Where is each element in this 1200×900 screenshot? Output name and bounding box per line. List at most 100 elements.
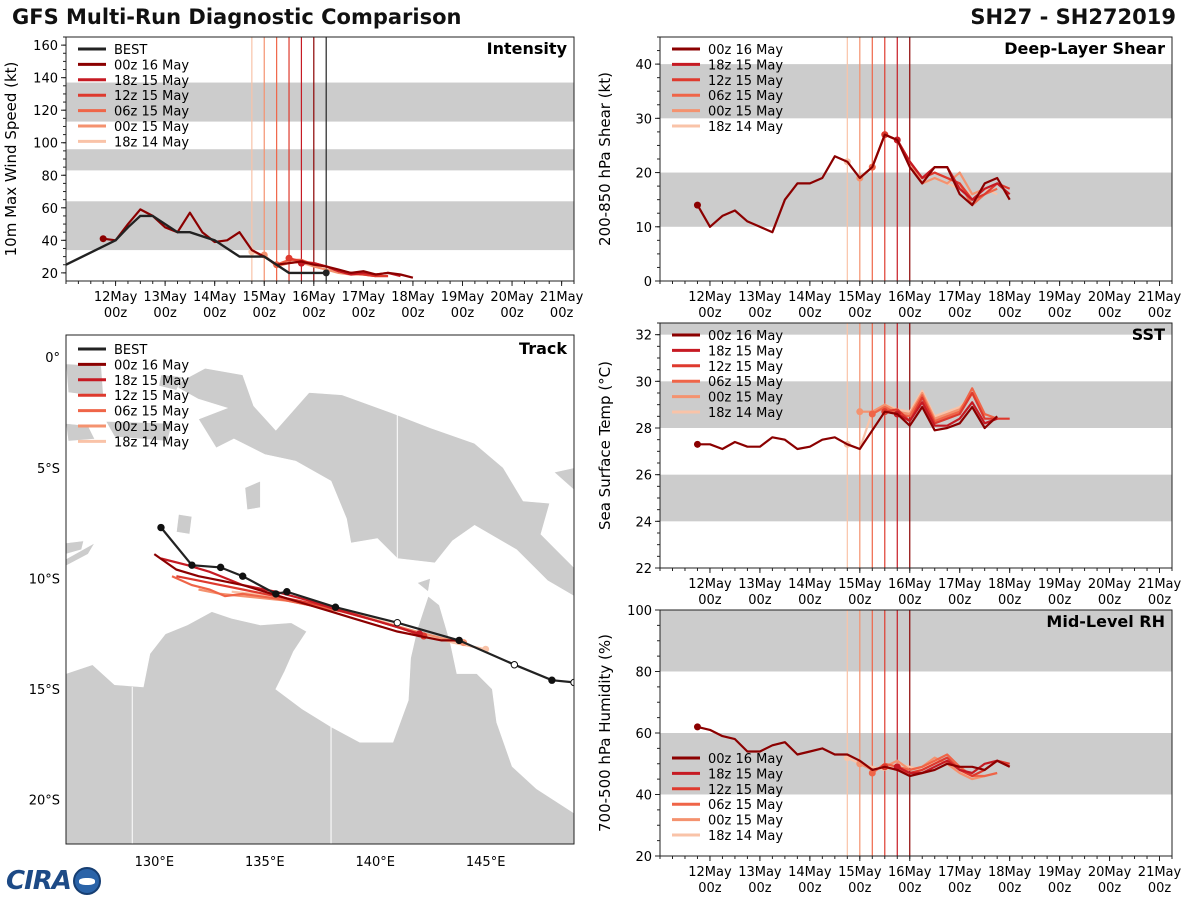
x-tick-label-hour: 00z (550, 306, 574, 321)
x-tick-label-hour: 00z (1148, 593, 1172, 608)
storm-id: SH27 - SH272019 (970, 5, 1176, 29)
x-tick-label-day: 18May (988, 577, 1032, 592)
best-track-point (331, 603, 340, 611)
best-track-point (510, 661, 519, 669)
band-1 (66, 149, 574, 171)
series-start-point (285, 254, 293, 262)
y-tick-label: 24 (635, 515, 652, 530)
y-tick-label: 10 (635, 221, 652, 236)
x-tick-label-day: 13May (738, 290, 782, 305)
x-tick-label-hour: 00z (203, 306, 227, 321)
legend-label: 00z 16 May (114, 358, 189, 373)
x-tick-label-day: 19May (1038, 290, 1082, 305)
series-group (693, 131, 1011, 234)
torres-islands-land (416, 577, 431, 593)
x-tick-label-day: 19May (1038, 865, 1082, 880)
legend-label: 06z 15 May (708, 375, 783, 390)
legend-label: BEST (114, 343, 147, 358)
legend-label: 00z 16 May (708, 329, 783, 344)
x-tick-label-hour: 00z (798, 593, 822, 608)
y-tick-label: 0 (644, 275, 652, 290)
x-tick-label-hour: 00z (1098, 593, 1122, 608)
series-line-18z-15-May (896, 139, 1011, 201)
x-tick-label-day: 20May (1088, 290, 1132, 305)
x-tick-label-day: 16May (292, 290, 336, 305)
y-tick-label: 100 (627, 604, 652, 619)
x-tick-label-hour: 00z (748, 306, 772, 321)
legend-label: 00z 15 May (708, 814, 783, 829)
best-track-point (216, 563, 225, 572)
series-start-point (693, 723, 701, 731)
series-start-point (868, 410, 876, 418)
x-tick-label-hour: 00z (1098, 881, 1122, 896)
x-tick-label-day: 12May (688, 577, 732, 592)
series-start-point (693, 440, 701, 448)
x-tick-label-day: 12May (688, 290, 732, 305)
x-tick-label-hour: 00z (748, 881, 772, 896)
legend-label: 06z 15 May (114, 105, 189, 120)
legend-label: 18z 15 May (708, 58, 783, 73)
x-tick-label-hour: 00z (848, 306, 872, 321)
series-line-00z-16-May (697, 725, 1011, 778)
x-tick-label-day: 14May (788, 290, 832, 305)
x-tick-label-day: 13May (738, 865, 782, 880)
series-group (66, 208, 414, 279)
seram-land (105, 420, 173, 442)
lat-tick-label: 20°S (29, 794, 60, 809)
y-axis-label: Sea Surface Temp (°C) (596, 361, 614, 530)
lat-tick-label: 0° (45, 351, 60, 366)
timor-land (66, 542, 96, 567)
best-track-line (160, 526, 574, 684)
y-tick-label: 140 (33, 72, 58, 87)
y-axis-label: 200-850 hPa Shear (kt) (596, 72, 614, 246)
x-tick-label-hour: 00z (698, 593, 722, 608)
y-tick-label: 80 (635, 666, 652, 681)
x-tick-label-hour: 00z (848, 881, 872, 896)
globe-icon (72, 867, 101, 895)
plot-frame (659, 322, 1173, 569)
y-tick-label: 20 (635, 167, 652, 182)
australia-land (66, 595, 574, 844)
figure-title: GFS Multi-Run Diagnostic Comparison (12, 5, 462, 29)
best-track-point (238, 572, 247, 580)
panel-rh: 2040608010012May00z13May00z14May00z15May… (596, 604, 1182, 896)
x-tick-label-hour: 00z (898, 593, 922, 608)
series-line-00z-16-May (696, 133, 1011, 234)
x-tick-label-day: 19May (1038, 577, 1082, 592)
lon-tick-label: 135°E (245, 855, 285, 870)
y-tick-label: 60 (635, 727, 652, 742)
panel-shear: 01020304012May00z13May00z14May00z15May00… (596, 36, 1182, 321)
series-group (693, 387, 1010, 451)
panel-title: Deep-Layer Shear (1004, 39, 1165, 58)
best-track-point (455, 636, 463, 645)
band-0 (660, 172, 1172, 227)
x-tick-label-hour: 00z (1048, 881, 1072, 896)
x-tick-label-day: 20May (1088, 577, 1132, 592)
legend-label: 06z 15 May (708, 89, 783, 104)
x-tick-label-day: 18May (988, 290, 1032, 305)
x-tick-label-hour: 00z (848, 593, 872, 608)
x-tick-label-hour: 00z (948, 881, 972, 896)
x-tick-label-hour: 00z (998, 593, 1022, 608)
legend-label: 00z 15 May (114, 420, 189, 435)
best-end-point (322, 269, 330, 277)
x-tick-label-hour: 00z (898, 306, 922, 321)
best-track-point (393, 618, 402, 627)
lat-tick-label: 5°S (37, 462, 60, 477)
x-tick-label-hour: 00z (451, 306, 475, 321)
x-tick-label-day: 20May (1088, 865, 1132, 880)
x-tick-label-hour: 00z (1148, 306, 1172, 321)
lat-tick-label: 10°S (29, 572, 60, 587)
x-tick-label-hour: 00z (948, 593, 972, 608)
x-tick-label-day: 16May (888, 290, 932, 305)
y-tick-label: 26 (635, 469, 652, 484)
x-tick-label-hour: 00z (352, 306, 376, 321)
legend-label: 18z 15 May (114, 374, 189, 389)
x-tick-label-day: 17May (938, 865, 982, 880)
legend-label: 00z 16 May (114, 58, 189, 73)
legend-label: 00z 16 May (708, 752, 783, 767)
x-tick-label-day: 12May (688, 865, 732, 880)
legend-label: 12z 15 May (708, 783, 783, 798)
panel-sst: 22242628303212May00z13May00z14May00z15Ma… (596, 322, 1182, 608)
